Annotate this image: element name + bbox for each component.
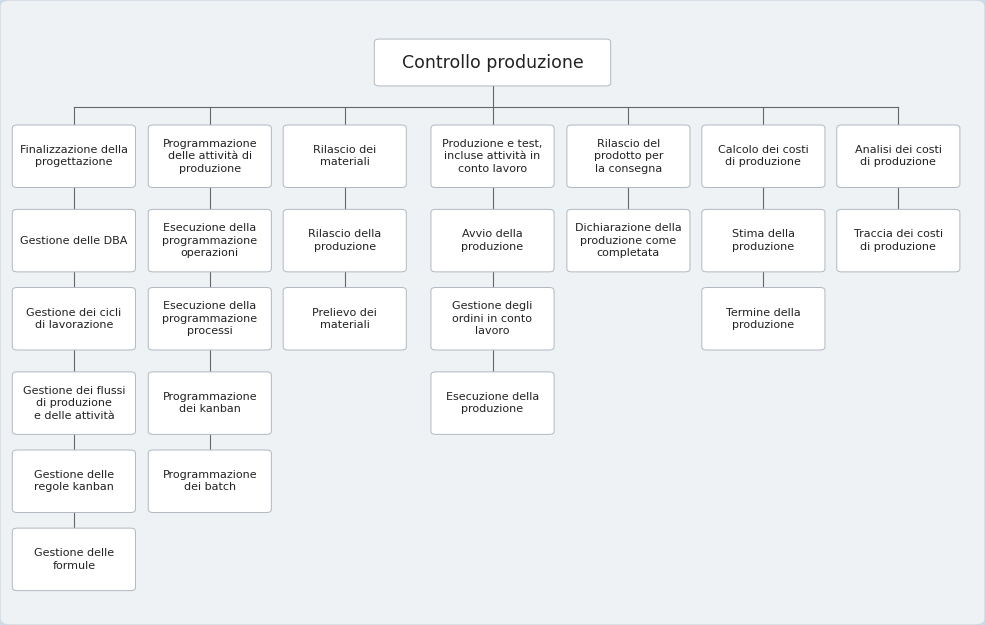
Text: Traccia dei costi
di produzione: Traccia dei costi di produzione [854,229,943,252]
Text: Dichiarazione della
produzione come
completata: Dichiarazione della produzione come comp… [575,223,682,258]
Text: Termine della
produzione: Termine della produzione [726,308,801,330]
FancyBboxPatch shape [12,450,135,512]
FancyBboxPatch shape [12,209,135,272]
FancyBboxPatch shape [431,372,554,434]
Text: Gestione degli
ordini in conto
lavoro: Gestione degli ordini in conto lavoro [452,301,533,336]
FancyBboxPatch shape [12,372,135,434]
Text: Programmazione
dei kanban: Programmazione dei kanban [163,392,257,414]
FancyBboxPatch shape [431,209,554,272]
Text: Finalizzazione della
progettazione: Finalizzazione della progettazione [20,145,128,168]
Text: Gestione dei cicli
di lavorazione: Gestione dei cicli di lavorazione [27,308,121,330]
FancyBboxPatch shape [837,209,960,272]
Text: Rilascio dei
materiali: Rilascio dei materiali [313,145,376,168]
Text: Avvio della
produzione: Avvio della produzione [461,229,524,252]
FancyBboxPatch shape [701,125,825,188]
FancyBboxPatch shape [374,39,611,86]
FancyBboxPatch shape [149,125,271,188]
FancyBboxPatch shape [701,288,825,350]
Text: Controllo produzione: Controllo produzione [402,54,583,71]
FancyBboxPatch shape [284,288,407,350]
FancyBboxPatch shape [701,209,825,272]
Text: Esecuzione della
programmazione
processi: Esecuzione della programmazione processi [163,301,257,336]
Text: Esecuzione della
programmazione
operazioni: Esecuzione della programmazione operazio… [163,223,257,258]
Text: Calcolo dei costi
di produzione: Calcolo dei costi di produzione [718,145,809,168]
Text: Gestione delle
formule: Gestione delle formule [33,548,114,571]
FancyBboxPatch shape [837,125,960,188]
Text: Rilascio del
prodotto per
la consegna: Rilascio del prodotto per la consegna [594,139,663,174]
Text: Gestione delle DBA: Gestione delle DBA [20,236,128,246]
Text: Gestione delle
regole kanban: Gestione delle regole kanban [33,470,114,492]
Text: Esecuzione della
produzione: Esecuzione della produzione [446,392,539,414]
Text: Rilascio della
produzione: Rilascio della produzione [308,229,381,252]
Text: Stima della
produzione: Stima della produzione [732,229,795,252]
FancyBboxPatch shape [431,125,554,188]
FancyBboxPatch shape [12,125,135,188]
FancyBboxPatch shape [12,528,135,591]
FancyBboxPatch shape [567,209,690,272]
FancyBboxPatch shape [567,125,690,188]
Text: Programmazione
dei batch: Programmazione dei batch [163,470,257,492]
Text: Gestione dei flussi
di produzione
e delle attività: Gestione dei flussi di produzione e dell… [23,386,125,421]
Text: Analisi dei costi
di produzione: Analisi dei costi di produzione [855,145,942,168]
FancyBboxPatch shape [149,450,271,512]
Text: Produzione e test,
incluse attività in
conto lavoro: Produzione e test, incluse attività in c… [442,139,543,174]
FancyBboxPatch shape [149,209,271,272]
FancyBboxPatch shape [149,288,271,350]
FancyBboxPatch shape [284,209,407,272]
Text: Programmazione
delle attività di
produzione: Programmazione delle attività di produzi… [163,139,257,174]
FancyBboxPatch shape [149,372,271,434]
FancyBboxPatch shape [12,288,135,350]
FancyBboxPatch shape [431,288,554,350]
Text: Prelievo dei
materiali: Prelievo dei materiali [312,308,377,330]
FancyBboxPatch shape [284,125,407,188]
